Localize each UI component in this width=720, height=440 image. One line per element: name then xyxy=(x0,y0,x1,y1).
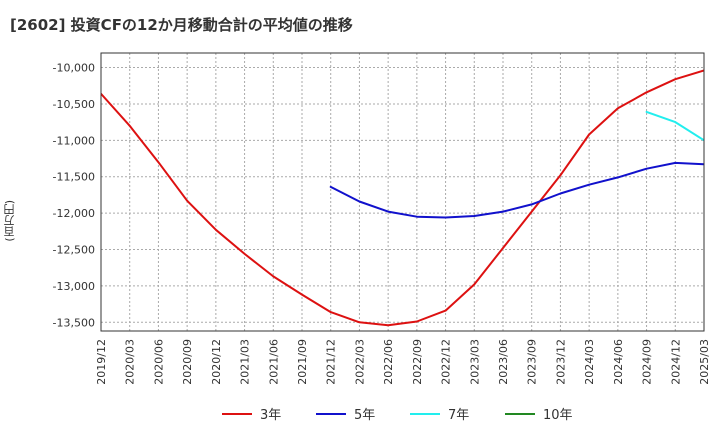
x-tick-label: 2023/03 xyxy=(468,339,481,385)
x-tick-label: 2020/06 xyxy=(152,339,165,385)
series-line-5年 xyxy=(329,161,704,219)
x-tick-label: 2024/12 xyxy=(669,339,682,385)
x-tick-label: 2021/06 xyxy=(267,339,280,385)
x-tick-label: 2022/12 xyxy=(440,339,453,385)
x-tick-label: 2019/12 xyxy=(95,339,108,385)
y-tick-label: -13,000 xyxy=(53,280,95,293)
series-line-7年 xyxy=(645,110,704,142)
series-line-3年 xyxy=(101,69,704,327)
x-tick-label: 2020/03 xyxy=(124,339,137,385)
x-axis-ticks: 2019/12 2020/03 2020/06 2020/09 2020/12 2021/… xyxy=(95,339,711,385)
x-tick-label: 2022/09 xyxy=(411,339,424,385)
plot-frame xyxy=(100,52,705,332)
x-tick-label: 2022/03 xyxy=(353,339,366,385)
x-tick-label: 2020/12 xyxy=(210,339,223,385)
legend-label: 5年 xyxy=(354,408,375,423)
x-tick-label: 2021/09 xyxy=(296,339,309,385)
y-tick-label: -11,000 xyxy=(53,134,95,147)
series-lines xyxy=(101,69,704,327)
grid-lines xyxy=(100,53,705,331)
x-tick-label: 2023/09 xyxy=(526,339,539,385)
x-tick-label: 2022/06 xyxy=(382,339,395,385)
x-tick-label: 2020/09 xyxy=(181,339,194,385)
x-tick-label: 2024/06 xyxy=(612,339,625,385)
legend: 3年 5年 7年 10年 xyxy=(222,408,573,423)
x-tick-label: 2025/03 xyxy=(698,339,711,385)
y-tick-label: -11,500 xyxy=(53,171,95,184)
chart-title: [2602] 投資CFの12か月移動合計の平均値の推移 xyxy=(10,16,353,34)
legend-label: 10年 xyxy=(543,408,573,423)
y-axis-ticks: -10,000 -10,500 -11,000 -11,500 -12,000 -12,5… xyxy=(53,62,95,330)
y-tick-label: -10,000 xyxy=(53,62,95,75)
x-tick-label: 2023/06 xyxy=(497,339,510,385)
y-tick-label: -12,000 xyxy=(53,207,95,220)
x-tick-label: 2021/12 xyxy=(325,339,338,385)
y-tick-label: -10,500 xyxy=(53,98,95,111)
y-tick-label: -12,500 xyxy=(53,243,95,256)
x-tick-label: 2024/03 xyxy=(583,339,596,385)
legend-label: 3年 xyxy=(260,408,281,423)
y-tick-label: -13,500 xyxy=(53,316,95,329)
legend-label: 7年 xyxy=(448,408,469,423)
x-tick-label: 2021/03 xyxy=(239,339,252,385)
x-tick-label: 2023/12 xyxy=(554,339,567,385)
x-tick-label: 2024/09 xyxy=(641,339,654,385)
